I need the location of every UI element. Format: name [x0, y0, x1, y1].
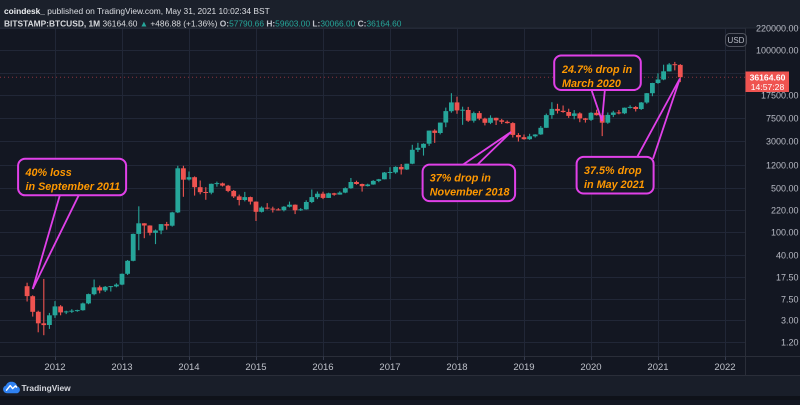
- svg-text:2012: 2012: [44, 362, 65, 373]
- svg-text:in September 2011: in September 2011: [26, 181, 121, 193]
- svg-text:17.50: 17.50: [776, 273, 799, 283]
- svg-text:7.50: 7.50: [781, 295, 799, 305]
- svg-text:37.5% drop: 37.5% drop: [584, 165, 642, 177]
- svg-text:2019: 2019: [513, 362, 534, 373]
- svg-text:1200.00: 1200.00: [766, 161, 799, 171]
- svg-text:7500.00: 7500.00: [766, 114, 799, 124]
- svg-text:37% drop in: 37% drop in: [430, 172, 492, 184]
- svg-text:1.20: 1.20: [781, 338, 799, 348]
- svg-text:2013: 2013: [111, 362, 132, 373]
- svg-text:2018: 2018: [446, 362, 467, 373]
- svg-text:220.00: 220.00: [771, 206, 799, 216]
- svg-text:500.00: 500.00: [771, 184, 799, 194]
- svg-text:November 2018: November 2018: [430, 186, 510, 198]
- svg-text:3000.00: 3000.00: [766, 137, 799, 147]
- svg-text:2016: 2016: [312, 362, 333, 373]
- svg-text:2017: 2017: [379, 362, 400, 373]
- svg-text:100.00: 100.00: [771, 228, 799, 238]
- svg-text:coindesk_ published on Trading: coindesk_ published on TradingView.com, …: [4, 6, 270, 16]
- svg-text:36164.60: 36164.60: [750, 73, 786, 83]
- svg-text:24.7% drop in: 24.7% drop in: [561, 64, 633, 76]
- svg-text:100000.00: 100000.00: [756, 46, 799, 56]
- svg-text:2014: 2014: [178, 362, 199, 373]
- svg-text:in May 2021: in May 2021: [584, 179, 645, 191]
- svg-text:2015: 2015: [245, 362, 266, 373]
- svg-text:40.00: 40.00: [776, 251, 799, 261]
- svg-text:BITSTAMP:BTCUSD, 1M 36164.60 ▲: BITSTAMP:BTCUSD, 1M 36164.60 ▲ +486.88 (…: [4, 19, 402, 29]
- svg-text:14:57:28: 14:57:28: [751, 82, 785, 92]
- svg-text:17500.00: 17500.00: [761, 91, 799, 101]
- svg-text:2022: 2022: [714, 362, 735, 373]
- svg-text:TradingView: TradingView: [22, 383, 72, 393]
- svg-text:2021: 2021: [647, 362, 668, 373]
- svg-text:USD: USD: [728, 36, 745, 45]
- svg-text:220000.00: 220000.00: [756, 24, 799, 34]
- svg-text:March 2020: March 2020: [562, 78, 621, 90]
- svg-text:3.00: 3.00: [781, 316, 799, 326]
- svg-text:40% loss: 40% loss: [25, 167, 72, 179]
- svg-text:2020: 2020: [580, 362, 601, 373]
